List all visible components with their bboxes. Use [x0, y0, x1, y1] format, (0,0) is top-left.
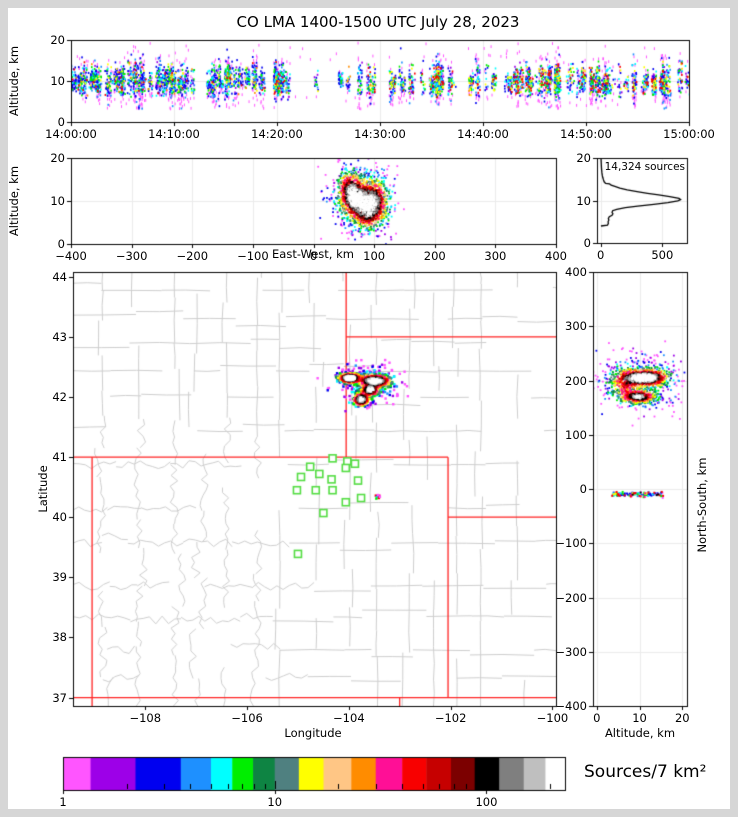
xlma-figure-window: CO LMA 1400-1500 UTC July 28, 2023 Altit…	[0, 0, 738, 817]
lma-plot-canvas	[0, 0, 738, 817]
